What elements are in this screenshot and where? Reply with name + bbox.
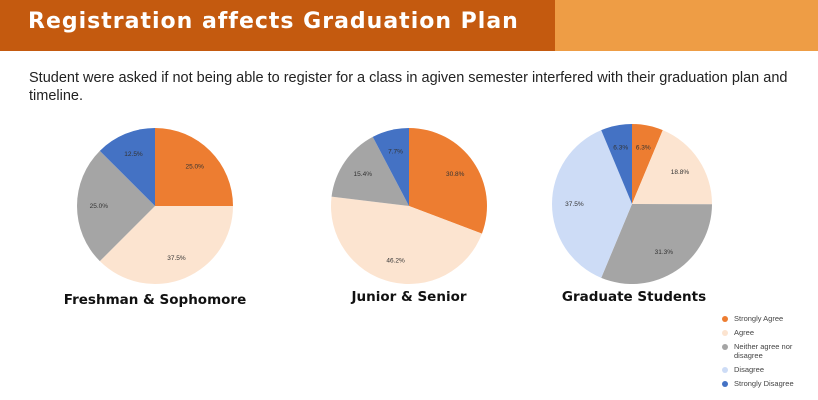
pie-slice-strongly-disagree [99,128,155,206]
legend-item-neither-agree-nor-disagree: Neither agree nor disagree [722,342,818,360]
pie-data-label: 25.0% [185,163,204,170]
pie-slice-agree [632,130,712,205]
legend-swatch [722,367,728,373]
pie-data-label: 7.7% [388,148,403,155]
legend-item-strongly-agree: Strongly Agree [722,314,818,323]
pie-slice-neither-agree-nor-disagree [601,204,712,285]
pie-slice-neither-agree-nor-disagree [77,150,155,262]
pie-data-label: 15.4% [354,171,373,178]
legend-label: Neither agree nor disagree [734,342,793,360]
pie-slice-agree [99,206,233,284]
pie-slice-neither-agree-nor-disagree [331,136,409,206]
pie-slice-strongly-agree [632,124,663,204]
legend-swatch [722,344,728,350]
legend-item-strongly-disagree: Strongly Disagree [722,379,818,388]
pie-data-label: 6.3% [636,145,651,152]
pie-chart-freshman-sophomore: 25.0% 37.5% 25.0% 12.5% Freshman & Sophomore [64,128,246,308]
page-title: Registration affects Graduation Plan [28,9,519,34]
legend-label: Disagree [734,365,765,374]
pie-slice-strongly-agree [409,128,487,234]
chart-title: Junior & Senior [350,289,466,305]
pie-chart-junior-senior: 30.8% 46.2% 15.4% 7.7% Junior & Senior [330,128,487,305]
pie-data-label: 30.8% [446,171,465,178]
legend-label: Strongly Disagree [734,379,794,388]
chart-description: Student were asked if not being able to … [29,70,788,104]
chart-title: Graduate Students [562,289,706,305]
pie-slice-strongly-disagree [601,124,632,204]
legend: Strongly Agree Agree Neither agree nor dis… [722,314,818,393]
pie-slice-disagree [552,130,632,278]
pie-data-label: 46.2% [386,258,405,265]
legend-swatch [722,381,728,387]
pie-slice-strongly-disagree [372,128,409,206]
header-bar [0,0,555,51]
chart-title: Freshman & Sophomore [64,292,246,308]
legend-swatch [722,316,728,322]
pie-data-label: 18.8% [671,169,690,176]
pie-data-label: 25.0% [90,203,109,210]
pie-data-label: 37.5% [167,255,186,262]
pie-data-label: 31.3% [655,249,674,256]
pie-data-label: 6.3% [613,145,628,152]
pie-chart-graduate-students: 6.3% 18.8% 31.3% 37.5% 6.3% Graduate Students [552,124,712,305]
pie-data-label: 12.5% [124,151,143,158]
header-accent-bar [555,0,818,51]
legend-label: Agree [734,328,755,337]
pie-slice-agree [330,196,482,285]
legend-swatch [722,330,728,336]
legend-item-disagree: Disagree [722,365,818,374]
legend-label: Strongly Agree [734,314,784,323]
pie-data-label: 37.5% [565,201,584,208]
legend-item-agree: Agree [722,328,818,337]
pie-slice-strongly-agree [155,128,233,206]
